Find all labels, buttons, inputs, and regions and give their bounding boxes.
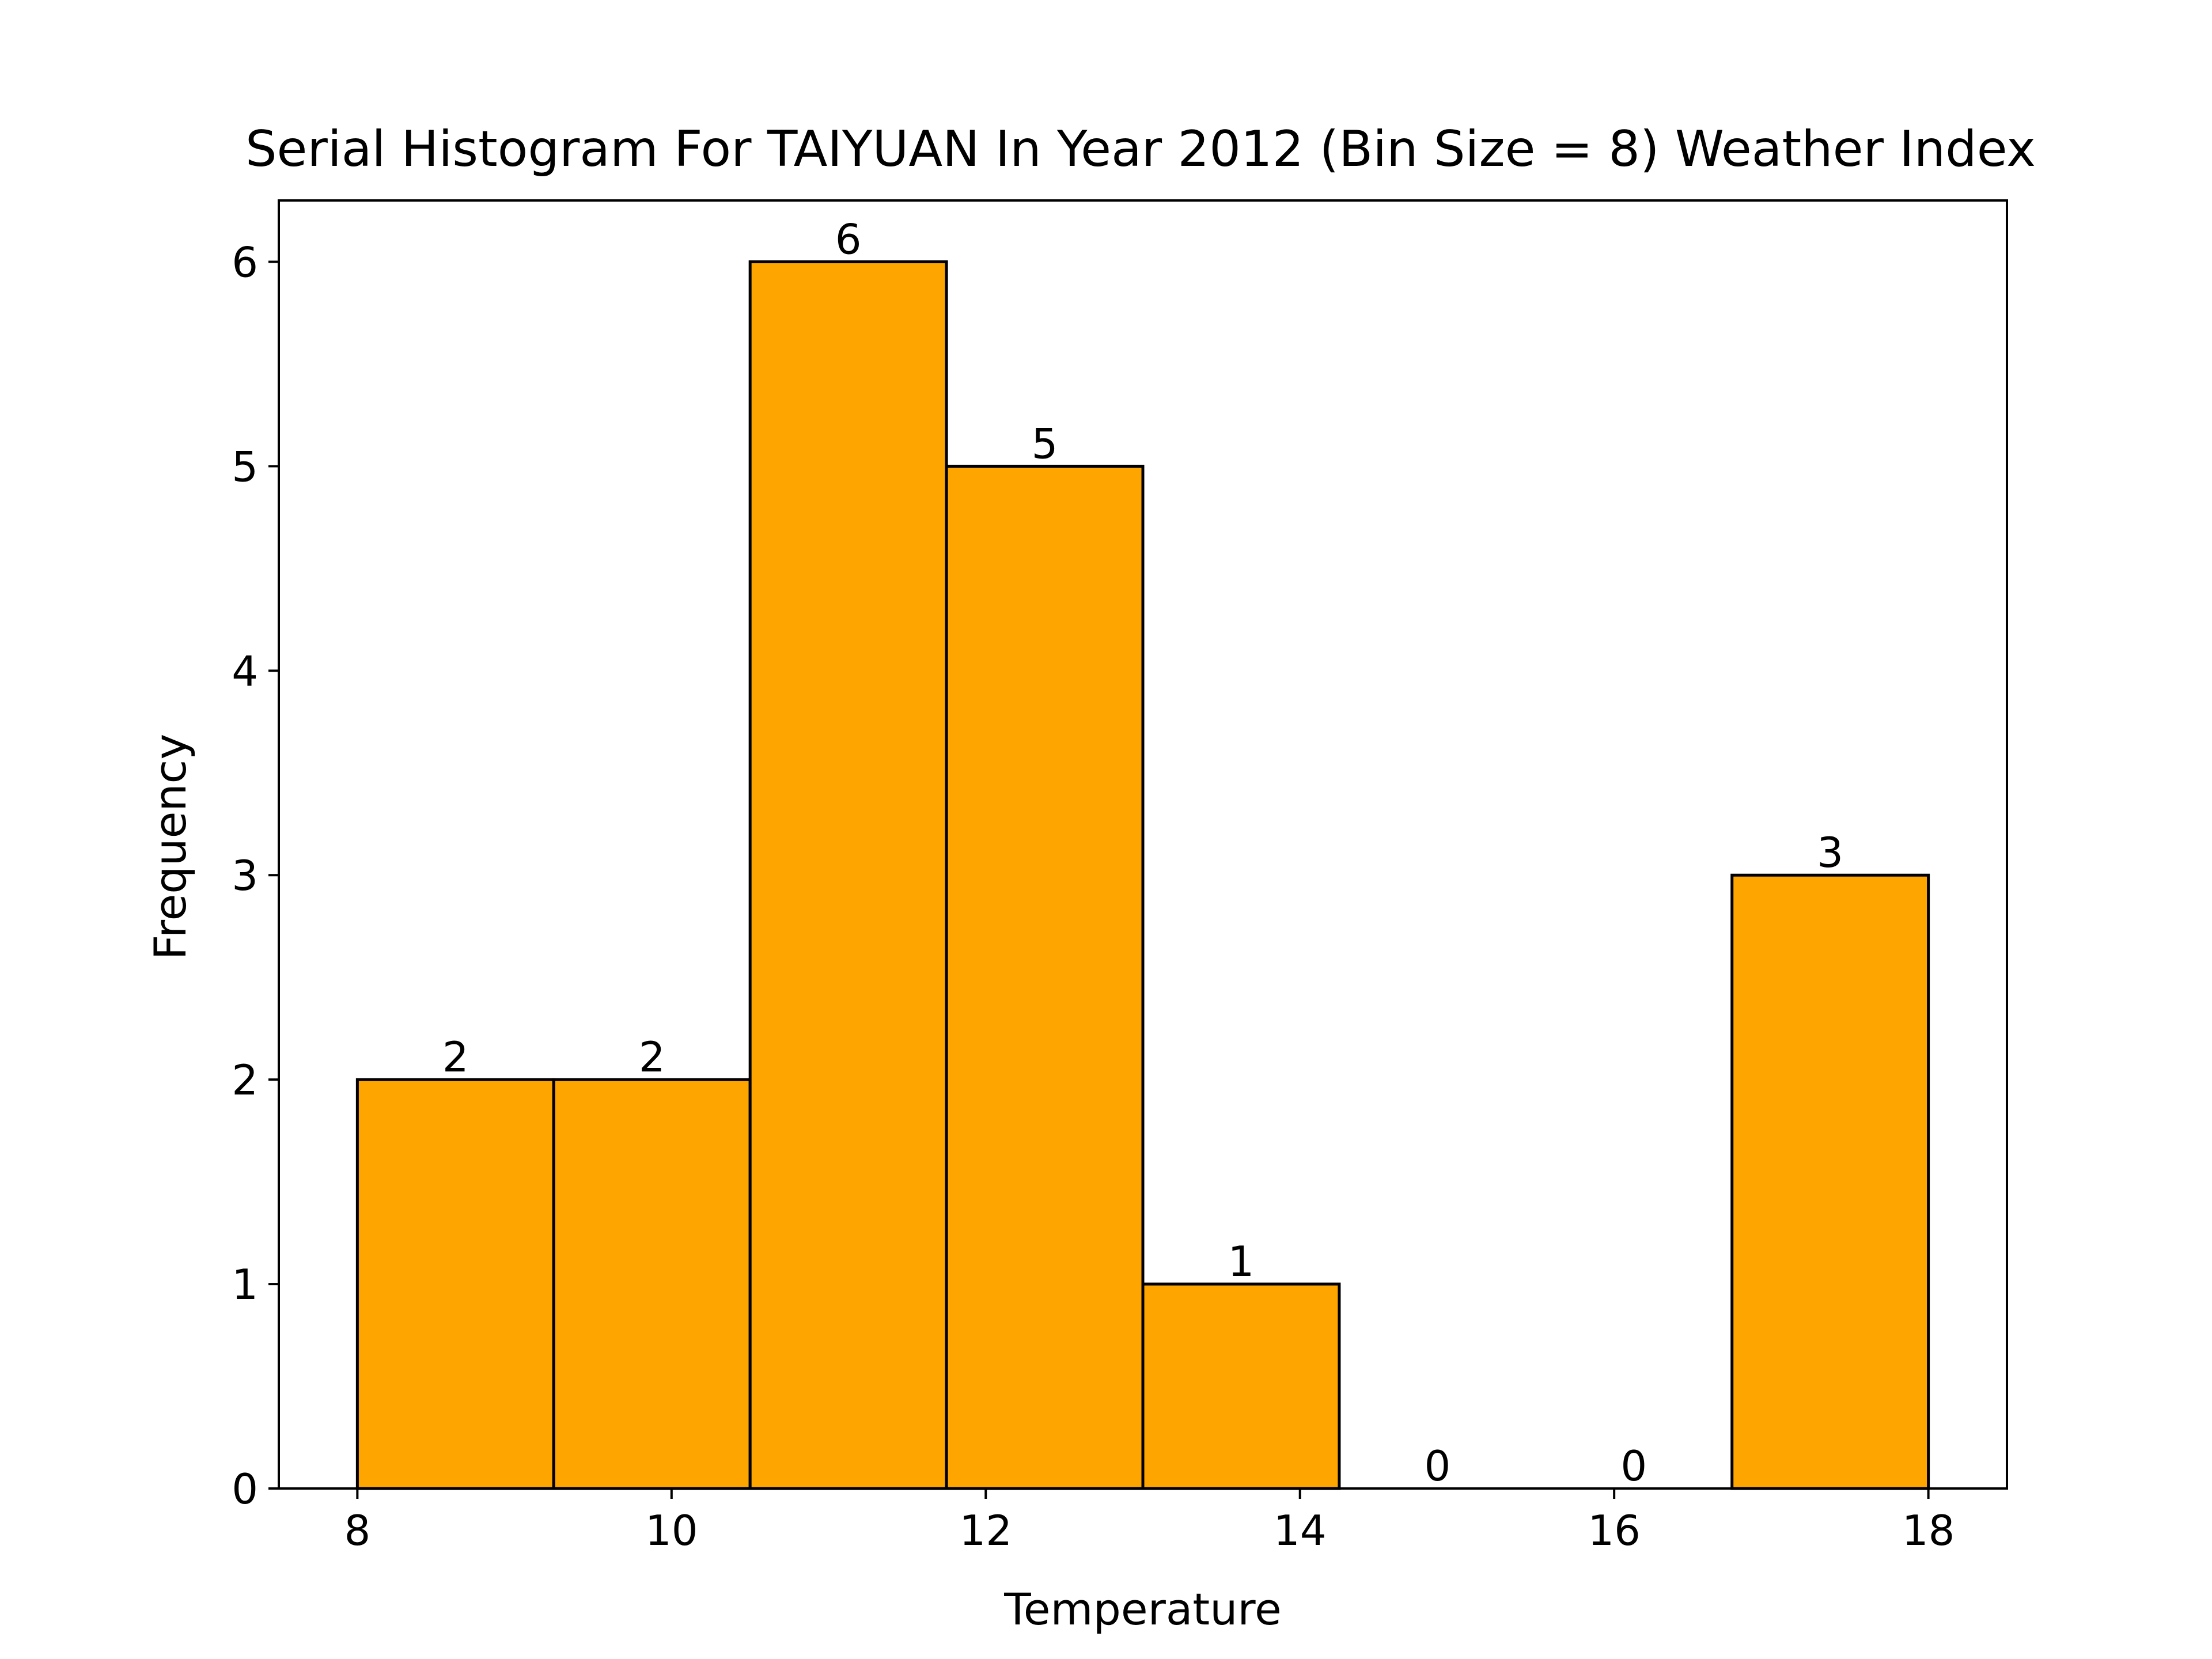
histogram-bar [355,1078,555,1490]
histogram-bar [1730,873,1930,1490]
bar-value-label: 6 [835,215,862,263]
x-tick-label: 12 [959,1506,1012,1555]
x-tick-label: 16 [1588,1506,1641,1555]
y-axis-ticks: 0 1 2 3 4 5 6 [232,238,279,1513]
chart-title: Serial Histogram For TAIYUAN In Year 201… [245,120,2036,178]
y-tick-label: 3 [232,851,258,900]
bar-labels-group: 2 2 6 5 1 0 0 3 [442,215,1843,1490]
bars-group [355,260,1930,1490]
histogram-bar [748,260,948,1490]
x-tick-label: 18 [1902,1506,1955,1555]
x-axis-ticks: 8 10 12 14 16 18 [344,1488,1955,1555]
bar-value-label: 2 [639,1033,665,1081]
bar-value-label: 0 [1424,1442,1450,1490]
bar-value-label: 1 [1228,1237,1255,1286]
x-tick-label: 10 [645,1506,698,1555]
bar-value-label: 2 [442,1033,469,1081]
plot-frame [278,199,2008,1490]
histogram-bar [945,464,1145,1490]
bar-value-label: 5 [1032,419,1058,468]
x-tick-label: 14 [1274,1506,1327,1555]
y-tick-label: 2 [232,1056,258,1104]
x-tick-label: 8 [344,1506,370,1555]
y-tick-label: 6 [232,238,258,286]
y-tick-label: 4 [232,647,258,695]
y-axis-label: Frequency [145,734,196,960]
x-axis-label: Temperature [1003,1584,1281,1635]
y-tick-label: 0 [232,1465,258,1513]
histogram-bar [1141,1282,1341,1490]
bar-value-label: 0 [1620,1442,1647,1490]
bar-value-label: 3 [1817,828,1843,877]
y-tick-label: 1 [232,1260,258,1309]
histogram-bar [552,1078,752,1490]
y-tick-label: 5 [232,442,258,491]
